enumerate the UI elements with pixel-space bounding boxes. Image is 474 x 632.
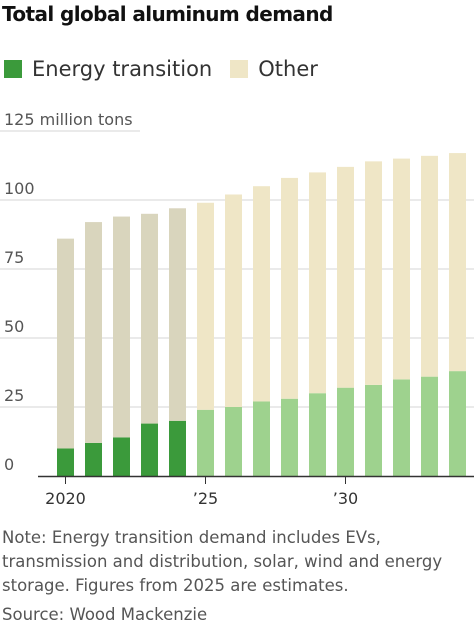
stacked-bar-chart: 0 25 50 75 100 125 million tons 2020 ’25 ’30 <box>0 110 474 508</box>
chart-note: Note: Energy transition demand includes … <box>2 528 443 595</box>
legend-swatch-other <box>230 60 249 78</box>
bar-energy-transition-2028 <box>281 398 298 476</box>
bar-energy-transition-2022 <box>113 437 130 476</box>
bar-energy-transition-2034 <box>449 371 466 476</box>
bar-other-2032 <box>393 158 410 380</box>
bar-other-2025 <box>197 202 214 410</box>
bar-other-2024 <box>169 208 186 421</box>
x-tick-label-2025: ’25 <box>193 489 218 508</box>
legend: Energy transition Other <box>4 54 336 84</box>
x-tick-label-2020: 2020 <box>45 489 86 508</box>
bar-energy-transition-2024 <box>169 420 186 476</box>
legend-item-other: Other <box>230 57 318 81</box>
bar-energy-transition-2032 <box>393 379 410 476</box>
y-axis-unit-label: 125 million tons <box>4 110 133 129</box>
y-tick-label-100: 100 <box>4 179 35 198</box>
bar-other-2033 <box>421 155 438 377</box>
y-tick-label-25: 25 <box>4 386 24 405</box>
legend-label-energy-transition: Energy transition <box>32 57 213 81</box>
bar-other-2023 <box>141 213 158 424</box>
bar-other-2027 <box>253 186 270 402</box>
bar-energy-transition-2026 <box>225 407 242 476</box>
bar-energy-transition-2025 <box>197 409 214 476</box>
y-tick-label-50: 50 <box>4 317 24 336</box>
bar-other-2029 <box>309 172 326 394</box>
bar-energy-transition-2029 <box>309 393 326 476</box>
legend-item-energy-transition: Energy transition <box>4 57 212 81</box>
bar-other-2030 <box>337 166 354 388</box>
legend-label-other: Other <box>258 57 318 81</box>
bar-other-2031 <box>365 161 382 385</box>
bar-other-2026 <box>225 194 242 407</box>
bar-other-2022 <box>113 216 130 438</box>
bar-energy-transition-2021 <box>85 442 102 476</box>
bar-other-2028 <box>281 177 298 399</box>
bar-energy-transition-2027 <box>253 401 270 476</box>
bar-other-2020 <box>57 238 74 449</box>
x-tick-label-2030: ’30 <box>333 489 358 508</box>
bar-other-2034 <box>449 153 466 372</box>
bar-energy-transition-2031 <box>365 384 382 476</box>
legend-swatch-energy-transition <box>4 60 22 78</box>
y-tick-label-0: 0 <box>4 455 14 474</box>
bar-energy-transition-2023 <box>141 423 158 476</box>
chart-source: Source: Wood Mackenzie <box>2 605 208 624</box>
y-tick-label-75: 75 <box>4 248 24 267</box>
bar-energy-transition-2020 <box>57 448 74 476</box>
bar-energy-transition-2030 <box>337 387 354 476</box>
bar-other-2021 <box>85 222 102 443</box>
chart-title: Total global aluminum demand <box>2 2 333 26</box>
bar-energy-transition-2033 <box>421 376 438 476</box>
